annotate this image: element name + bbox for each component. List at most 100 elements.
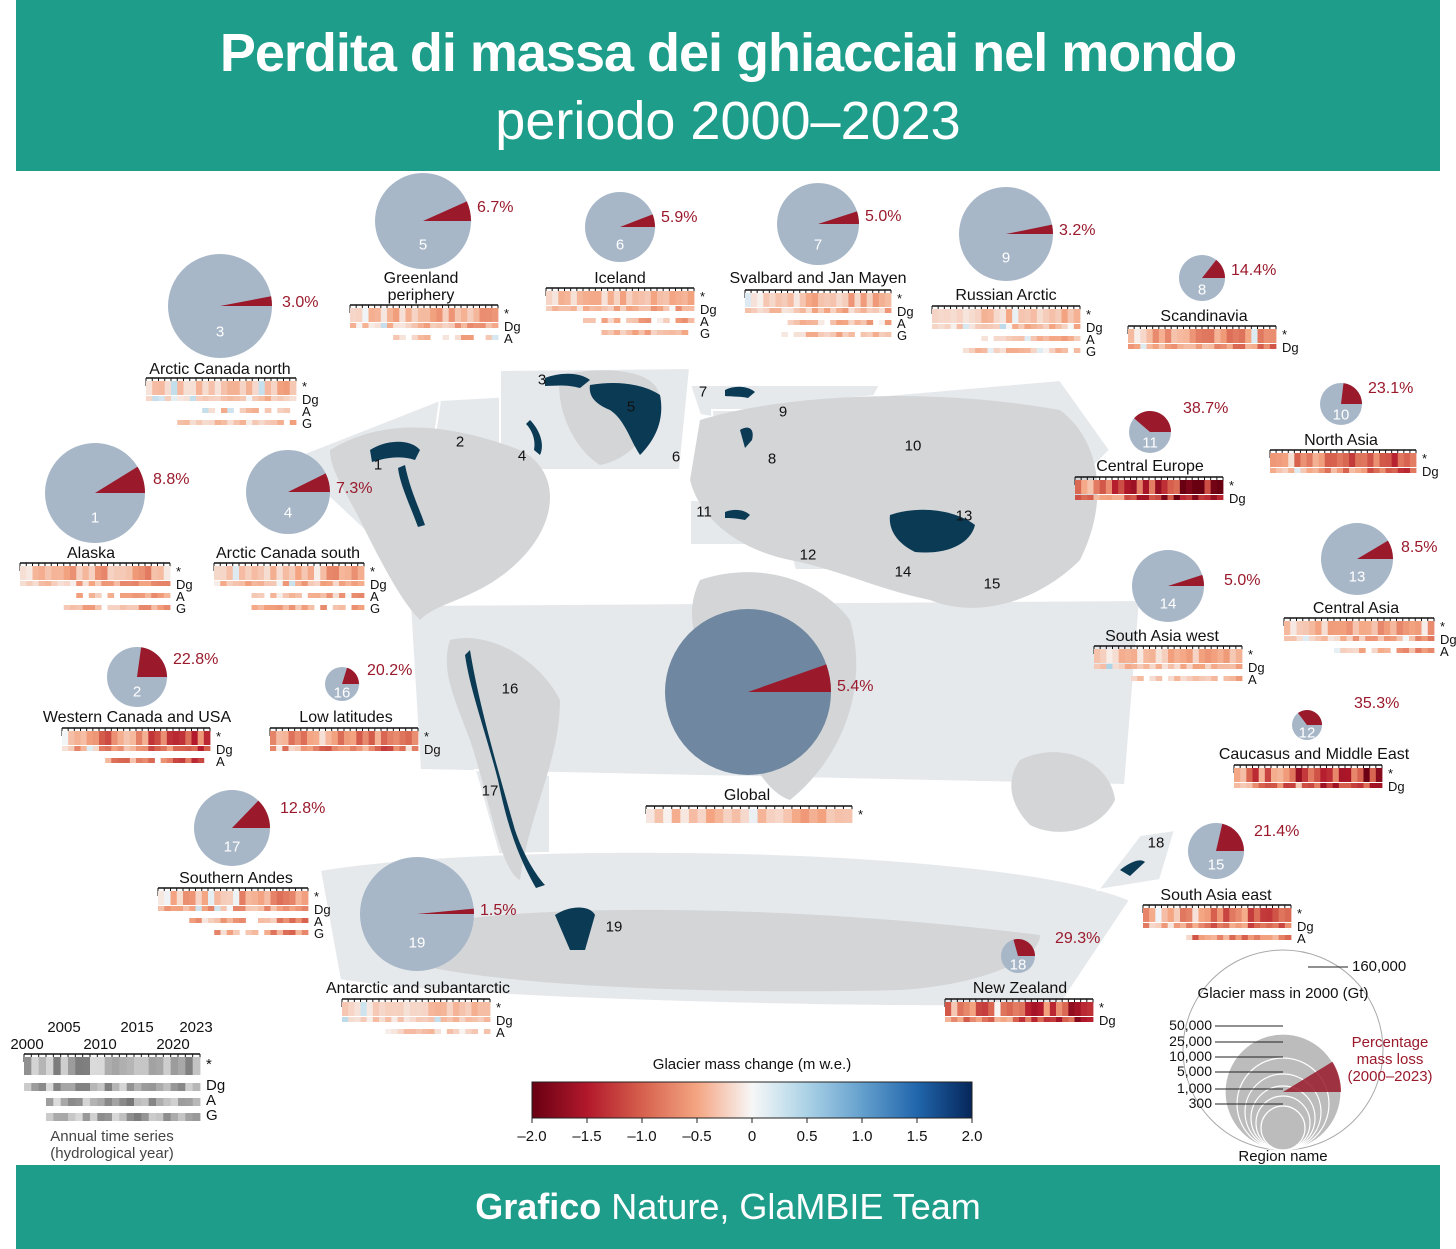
series-label-18-1: Dg <box>1099 1013 1116 1028</box>
pie-region-5 <box>375 173 472 269</box>
heatmap-region-8 <box>1127 325 1277 349</box>
pct-label-0: 5.4% <box>837 678 874 695</box>
series-label-6-3: G <box>700 326 711 341</box>
pie-loss-7 <box>818 211 859 224</box>
size-legend-title: Glacier mass in 2000 (Gt) <box>1197 985 1369 1002</box>
time-legend-series-2: A <box>206 1092 217 1109</box>
pct-label-7: 5.0% <box>865 208 902 225</box>
time-legend <box>23 1053 201 1121</box>
footer-source: Nature, GlaMBIE Team <box>601 1186 981 1227</box>
land-eurasia <box>690 396 1098 608</box>
region-title-13: Central Asia <box>1312 600 1400 617</box>
pie-loss-4 <box>288 473 330 492</box>
time-legend-caption-1: (hydrological year) <box>50 1145 174 1162</box>
pie-loss-6 <box>620 214 655 227</box>
glacier-svalbard <box>725 386 755 398</box>
heatmap-region-1 <box>19 562 171 610</box>
map-region-number-11: 11 <box>696 503 712 521</box>
pct-label-16: 20.2% <box>367 662 413 679</box>
series-label-9-3: G <box>1086 344 1097 359</box>
pie-number-3: 3 <box>215 323 225 341</box>
region-title-3: Arctic Canada north <box>149 361 291 378</box>
pie-loss-3 <box>220 296 272 306</box>
pie-region-0 <box>665 609 831 775</box>
time-legend-year-bottom-1: 2010 <box>83 1036 117 1053</box>
pie-region-13 <box>1321 523 1393 595</box>
pie-loss-13 <box>1357 540 1393 559</box>
colorbar-tick-8: 2.0 <box>961 1128 983 1145</box>
pie-loss-18 <box>1013 939 1035 956</box>
pie-loss-2 <box>137 647 167 677</box>
pie-loss-5 <box>423 201 472 221</box>
pie-region-1 <box>45 443 145 543</box>
series-label-3-2: A <box>302 404 311 419</box>
pie-loss-8 <box>1202 259 1225 278</box>
size-legend-value-2: 25,000 <box>1169 1033 1212 1049</box>
series-label-17-3: G <box>314 926 325 941</box>
colorbar-tick-3: –0.5 <box>682 1128 712 1145</box>
heatmap-region-6 <box>545 287 695 335</box>
pct-label-2: 22.8% <box>173 651 219 668</box>
series-label-19-0: * <box>496 1000 502 1015</box>
series-label-2-2: A <box>216 754 225 769</box>
series-label-9-1: Dg <box>1086 320 1103 335</box>
pct-label-11: 38.7% <box>1183 400 1229 417</box>
series-label-17-2: A <box>314 914 323 929</box>
heatmap-region-12 <box>1233 764 1383 788</box>
colorbar-tick-4: 0 <box>747 1128 757 1145</box>
time-legend-year-bottom-2: 2020 <box>156 1036 190 1053</box>
series-label-18-0: * <box>1099 1000 1105 1015</box>
pct-label-1: 8.8% <box>153 471 190 488</box>
glacier-western-canada <box>398 465 425 527</box>
map-region-number-17: 17 <box>481 782 499 800</box>
map-region-number-5: 5 <box>626 398 636 416</box>
glacier-andes <box>465 650 545 888</box>
series-label-7-0: * <box>897 291 903 306</box>
pie-region-11 <box>1129 410 1171 453</box>
size-legend <box>1182 949 1384 1151</box>
pie-number-1: 1 <box>90 509 100 527</box>
series-label-4-2: A <box>370 589 379 604</box>
colorbar <box>531 1081 973 1119</box>
series-label-17-1: Dg <box>314 902 331 917</box>
time-legend-year-top-0: 2005 <box>47 1019 81 1036</box>
size-legend-value-6: 300 <box>1188 1095 1212 1111</box>
time-legend-caption-0: Annual time series <box>50 1128 174 1145</box>
heatmap-region-11 <box>1074 476 1224 500</box>
pct-label-6: 5.9% <box>661 209 698 226</box>
pct-label-13: 8.5% <box>1401 539 1438 556</box>
region-title-0: Global <box>723 787 771 804</box>
series-label-3-3: G <box>302 416 313 431</box>
map-region-number-3: 3 <box>537 371 547 389</box>
page-title: Perdita di massa dei ghiacciai nel mondo <box>219 23 1237 83</box>
region-title-7: Svalbard and Jan Mayen <box>729 270 907 287</box>
heatmap-region-4 <box>213 562 365 610</box>
map-region-number-13: 13 <box>955 507 973 525</box>
series-label-14-2: A <box>1248 672 1257 687</box>
region-title-5: Greenland periphery <box>383 270 459 304</box>
glacier-scandinavia <box>740 427 753 448</box>
heatmap-region-3 <box>145 377 297 425</box>
colorbar-tick-5: 0.5 <box>796 1128 818 1145</box>
region-title-17: Southern Andes <box>179 870 293 887</box>
series-label-3-0: * <box>302 379 308 394</box>
pct-label-12: 35.3% <box>1354 695 1400 712</box>
map-region-number-9: 9 <box>778 403 788 421</box>
pie-region-2 <box>107 647 167 707</box>
glacier-high-mountain-asia <box>889 509 975 553</box>
size-legend-value-3: 10,000 <box>1169 1048 1212 1064</box>
pie-loss-10 <box>1341 383 1362 404</box>
footer-banner: Grafico Nature, GlaMBIE Team <box>16 1165 1440 1249</box>
series-label-13-1: Dg <box>1440 632 1456 647</box>
footer-bold: Grafico <box>475 1186 602 1227</box>
size-legend-loss-line-2: (2000–2023) <box>1347 1068 1433 1085</box>
heatmap-region-19 <box>341 998 491 1034</box>
pie-number-9: 9 <box>1001 249 1011 266</box>
time-legend-series-1: Dg <box>206 1077 226 1094</box>
pie-number-13: 13 <box>1348 568 1366 586</box>
size-legend-loss-wedge <box>1283 1061 1341 1092</box>
pie-number-12: 12 <box>1298 724 1316 741</box>
time-legend-year-top-1: 2015 <box>120 1019 154 1036</box>
region-title-16: Low latitudes <box>299 709 393 726</box>
region-title-19: Antarctic and subantarctic <box>325 980 511 997</box>
